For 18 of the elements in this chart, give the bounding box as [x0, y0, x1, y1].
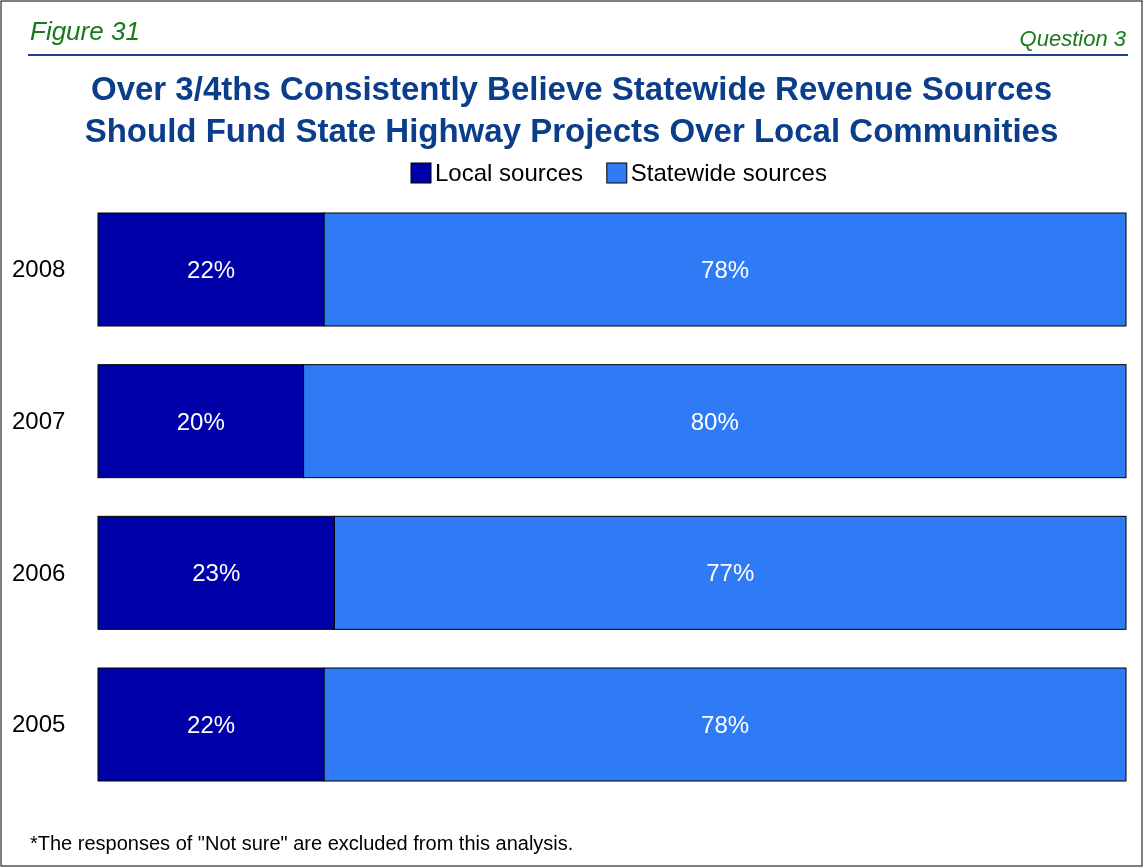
data-label: 22% [187, 710, 236, 738]
y-tick-label: 2005 [12, 710, 66, 738]
y-tick-label: 2007 [12, 407, 66, 435]
data-label: 22% [187, 255, 236, 283]
data-label: 20% [176, 407, 225, 435]
legend-label: Local sources [435, 159, 584, 187]
caption: Figure 31 [30, 16, 140, 46]
data-label: 23% [192, 559, 241, 587]
y-tick-label: 2006 [12, 558, 66, 586]
data-label: 78% [701, 710, 750, 738]
y-tick-label: 2008 [12, 255, 66, 283]
text: Question 3 [1019, 26, 1127, 51]
data-label: 77% [706, 559, 755, 587]
legend-label: Statewide sources [630, 159, 827, 187]
data-label: 78% [701, 255, 750, 283]
chart-title: Over 3/4ths Consistently Believe Statewide Revenue Sources Should Fund State Highway Projects Over Local Communities [84, 70, 1059, 149]
data-label: 80% [690, 407, 739, 435]
text: *The responses of "Not sure" are excluded from this analysis. [30, 832, 574, 854]
